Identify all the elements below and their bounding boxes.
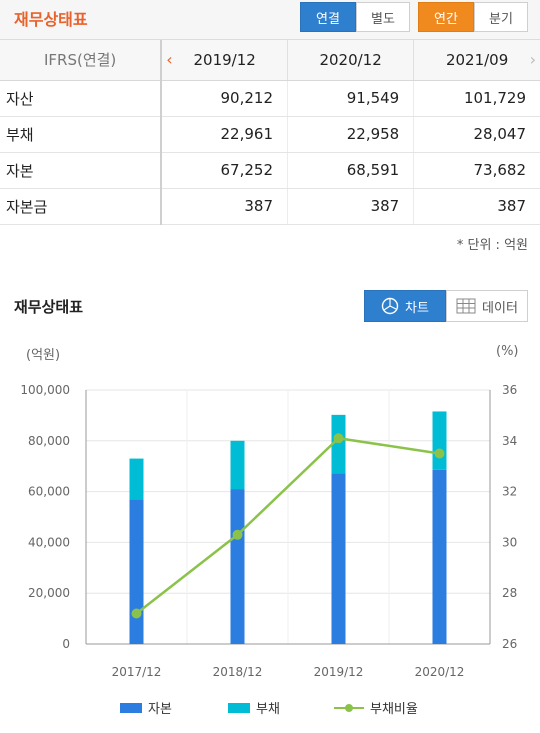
cell-value: 90,212 xyxy=(160,80,288,117)
period-header: 2020/12 xyxy=(287,40,414,81)
cell-value: 101,729 xyxy=(413,80,540,117)
y2-tick-label: 32 xyxy=(502,485,517,499)
cell-value: 68,591 xyxy=(287,152,414,189)
bar-equity xyxy=(331,473,346,644)
legend-line-marker xyxy=(334,703,364,712)
table-grid-icon xyxy=(456,298,476,314)
data-tab-button[interactable]: 데이터 xyxy=(446,290,528,322)
top-bar: 재무상태표 연결 별도 연간 분기 xyxy=(0,0,540,40)
corner-label: IFRS(연결) xyxy=(0,40,163,81)
bar-liability xyxy=(230,440,245,490)
legend-item-liability[interactable]: 부채 xyxy=(228,698,280,717)
legend-label: 부채비율 xyxy=(370,702,418,717)
table-row: 자산 90,212 91,549 101,729 xyxy=(0,80,540,117)
row-label: 부채 xyxy=(0,116,163,153)
legend-swatch xyxy=(120,702,142,713)
row-label: 자산 xyxy=(0,80,163,117)
annual-button[interactable]: 연간 xyxy=(418,2,474,32)
period-label: 2020/12 xyxy=(319,50,382,69)
cell-value: 22,958 xyxy=(287,116,414,153)
separate-button[interactable]: 별도 xyxy=(356,2,410,32)
ratio-point xyxy=(131,608,142,619)
chart-section-title: 재무상태표 xyxy=(14,298,84,316)
bar-equity xyxy=(129,499,144,644)
y-tick-label: 40,000 xyxy=(28,535,70,549)
data-tab-label: 데이터 xyxy=(482,300,518,316)
y2-tick-label: 34 xyxy=(502,434,517,448)
x-tick-label: 2018/12 xyxy=(213,665,263,679)
y2-tick-label: 30 xyxy=(502,535,517,549)
x-tick-label: 2019/12 xyxy=(314,665,364,679)
balance-sheet-chart: 0 26 20,000 28 40,000 30 60,000 32 80,000 34 100,0… xyxy=(20,383,517,679)
unit-note: * 단위 : 억원 xyxy=(456,238,528,253)
period-header: 2021/09 › xyxy=(413,40,540,81)
cell-value: 67,252 xyxy=(160,152,288,189)
period-header: ‹ 2019/12 xyxy=(160,40,288,81)
cell-value: 22,961 xyxy=(160,116,288,153)
cell-value: 387 xyxy=(413,188,540,225)
table-header-row: IFRS(연결) ‹ 2019/12 2020/12 2021/09 › xyxy=(0,40,540,81)
financial-table: IFRS(연결) ‹ 2019/12 2020/12 2021/09 › 자산 … xyxy=(0,40,540,225)
cell-value: 91,549 xyxy=(287,80,414,117)
legend-item-equity[interactable]: 자본 xyxy=(120,698,172,717)
legend-swatch xyxy=(228,702,250,713)
y2-tick-label: 36 xyxy=(502,383,517,397)
ratio-line xyxy=(135,436,440,615)
y2-tick-label: 26 xyxy=(502,637,517,651)
cell-value: 387 xyxy=(287,188,414,225)
chevron-right-icon[interactable]: › xyxy=(529,50,536,69)
right-axis-unit: (%) xyxy=(496,344,519,359)
chevron-left-icon[interactable]: ‹ xyxy=(166,50,173,69)
x-tick-label: 2017/12 xyxy=(112,665,162,679)
row-label: 자본 xyxy=(0,152,163,189)
y-tick-label: 80,000 xyxy=(28,434,70,448)
quarterly-button[interactable]: 분기 xyxy=(474,2,528,32)
page-title: 재무상태표 xyxy=(14,10,88,29)
left-axis-unit: (억원) xyxy=(26,348,61,363)
legend-label: 자본 xyxy=(148,702,172,717)
chart-tab-label: 차트 xyxy=(405,300,429,316)
y-tick-label: 100,000 xyxy=(20,383,70,397)
bar-equity xyxy=(432,469,447,644)
legend-label: 부채 xyxy=(256,702,280,717)
table-row: 부채 22,961 22,958 28,047 xyxy=(0,116,540,153)
y-tick-label: 60,000 xyxy=(28,485,70,499)
y-tick-label: 0 xyxy=(62,637,70,651)
ratio-point xyxy=(232,529,243,540)
period-label: 2021/09 xyxy=(445,50,509,69)
ratio-point xyxy=(434,448,445,459)
cell-value: 28,047 xyxy=(413,116,540,153)
bar-liability xyxy=(331,414,346,474)
y2-tick-label: 28 xyxy=(502,586,517,600)
table-row: 자본금 387 387 387 xyxy=(0,188,540,225)
chart-tab-button[interactable]: 차트 xyxy=(364,290,446,322)
x-tick-label: 2020/12 xyxy=(415,665,465,679)
y-tick-label: 20,000 xyxy=(28,586,70,600)
bar-liability xyxy=(432,411,447,470)
legend-item-ratio[interactable]: 부채비율 xyxy=(334,698,418,717)
consolidated-button[interactable]: 연결 xyxy=(300,2,356,32)
cell-value: 387 xyxy=(160,188,288,225)
bar-equity xyxy=(230,489,245,644)
table-row: 자본 67,252 68,591 73,682 xyxy=(0,152,540,189)
period-label: 2019/12 xyxy=(193,50,256,69)
bar-liability xyxy=(129,458,144,500)
cell-value: 73,682 xyxy=(413,152,540,189)
pie-chart-icon xyxy=(381,297,399,315)
row-label: 자본금 xyxy=(0,188,163,225)
ratio-point xyxy=(333,433,344,444)
